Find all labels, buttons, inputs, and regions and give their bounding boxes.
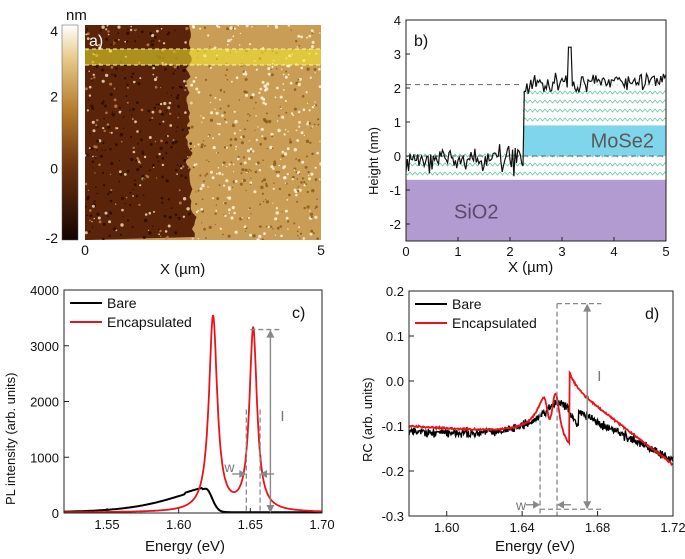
x-tick-label: 0 <box>81 242 89 258</box>
y-tick-label: -1 <box>389 183 401 198</box>
y-tick-label: 3000 <box>30 339 59 354</box>
colorbar <box>61 24 79 241</box>
x-tick-label: 1.70 <box>309 517 334 532</box>
sio2-layer <box>406 179 666 241</box>
panel-label: c) <box>292 305 305 322</box>
y-tick-label: -0.2 <box>382 464 404 479</box>
y-tick-label: -0.3 <box>382 509 404 524</box>
y-tick-label: 0.2 <box>386 284 404 299</box>
y-tick-label: 0 <box>394 149 401 164</box>
colorbar-unit: nm <box>66 7 87 24</box>
annotation-I: I <box>597 368 601 385</box>
y-axis-label: PL intensity (arb. units) <box>3 373 18 505</box>
x-tick-label: 1.65 <box>238 517 263 532</box>
x-tick-label: 1.68 <box>585 520 610 535</box>
y-tick-label: 0 <box>52 506 59 521</box>
y-axis-label: RC (arb. units) <box>360 377 375 462</box>
x-tick-label: 1 <box>454 244 461 259</box>
panel-label: d) <box>645 306 659 323</box>
annotation-w: w <box>515 497 527 513</box>
mose2-layer <box>524 125 666 156</box>
x-tick-label: 3 <box>558 244 565 259</box>
profile-band <box>85 49 321 65</box>
x-tick-label: 1.60 <box>166 517 191 532</box>
legend: Bare Encapsulated <box>70 295 192 330</box>
series-encapsulated-line <box>64 314 322 514</box>
panel-label: b) <box>414 33 428 50</box>
x-tick-label: 2 <box>506 244 513 259</box>
x-axis-label: X (µm) <box>160 261 205 278</box>
x-tick-label: 1.72 <box>660 520 685 535</box>
y-axis-label: Height (nm) <box>366 127 381 195</box>
colorbar-tick-label: 2 <box>50 89 58 105</box>
annotation-I: I <box>280 408 284 425</box>
y-tick-label: 0.0 <box>386 374 404 389</box>
y-tick-label: 1 <box>394 115 401 130</box>
x-tick-label: 1.64 <box>509 520 534 535</box>
y-tick-label: 1000 <box>30 450 59 465</box>
colorbar-tick-label: -2 <box>46 230 59 246</box>
legend: Bare Encapsulated <box>415 296 537 331</box>
legend-encapsulated: Encapsulated <box>107 314 192 330</box>
y-tick-label: -0.1 <box>382 419 404 434</box>
panel-a-afm-image: 4 2 0 -2 nm a) 0 5 X (µm) <box>46 7 326 278</box>
y-tick-label: 4 <box>394 13 401 28</box>
x-tick-label: 0 <box>402 244 409 259</box>
x-tick-label: 4 <box>610 244 617 259</box>
x-tick-label: 1.60 <box>434 520 459 535</box>
y-tick-label: 0.1 <box>386 329 404 344</box>
series-encapsulated-line <box>408 370 673 467</box>
series-bare-line <box>408 398 674 463</box>
annotation-w: w <box>223 459 235 475</box>
mose2-label: MoSe2 <box>591 131 654 153</box>
x-tick-label: 1.55 <box>94 517 119 532</box>
x-axis-label: Energy (eV) <box>145 538 225 555</box>
legend-bare: Bare <box>107 295 137 311</box>
x-tick-label: 5 <box>662 244 669 259</box>
panel-label: a) <box>89 33 103 50</box>
panel-c-pl-spectra: 1.55 1.60 1.65 1.70 0 1000 2000 3000 4000 Iw Bar… <box>3 283 335 555</box>
series-bare-line <box>63 486 322 514</box>
colorbar-tick-label: 4 <box>50 23 58 39</box>
bare-region <box>85 25 197 240</box>
y-tick-label: -2 <box>389 217 401 232</box>
y-tick-label: 3 <box>394 47 401 62</box>
panel-d-reflectance-contrast: 1.60 1.64 1.68 1.72 -0.3 -0.2 -0.1 0.0 0.1 0.2 Iw… <box>360 284 685 555</box>
y-tick-label: 2 <box>394 81 401 96</box>
legend-bare: Bare <box>452 296 482 312</box>
height-profile-line <box>405 46 667 177</box>
colorbar-tick-label: 0 <box>50 160 58 176</box>
x-axis-label: Energy (eV) <box>495 538 575 555</box>
legend-encapsulated: Encapsulated <box>452 315 537 331</box>
sio2-label: SiO2 <box>454 201 498 223</box>
x-axis-label: X (µm) <box>508 259 553 276</box>
x-tick-label: 5 <box>317 242 325 258</box>
y-tick-label: 2000 <box>30 395 59 410</box>
panel-b-height-profile: SiO2 MoSe2 0 1 2 3 4 5 -2 -1 0 1 2 3 4 b) X (µm) Heig… <box>366 13 670 276</box>
y-tick-label: 4000 <box>30 283 59 298</box>
